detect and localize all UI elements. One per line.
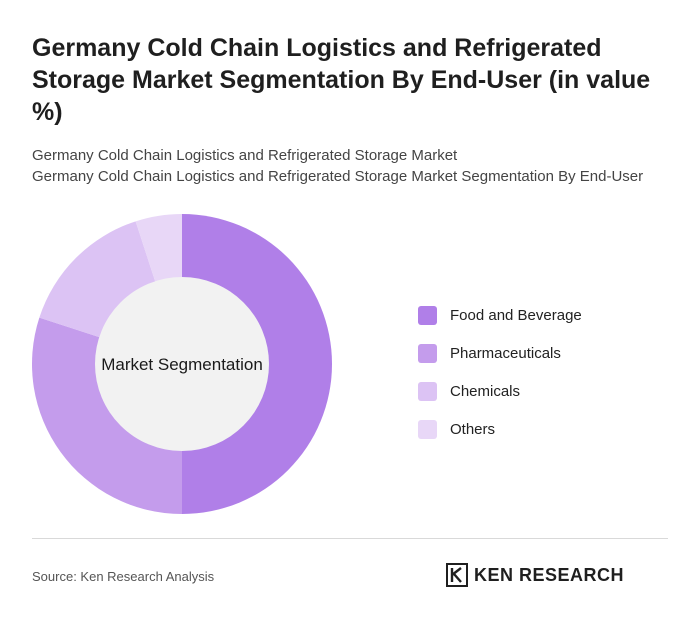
legend-swatch	[418, 343, 437, 363]
source-note: Source: Ken Research Analysis	[32, 569, 215, 584]
donut-center	[95, 277, 269, 451]
donut-chart: Market Segmentation	[31, 214, 332, 514]
donut-center-label: Market Segmentation	[101, 355, 263, 374]
legend-item: Food and Beverage	[418, 296, 582, 334]
subtitle-line-1: Germany Cold Chain Logistics and Refrige…	[32, 147, 458, 164]
ken-research-logo: KEN RESEARCH	[446, 563, 624, 587]
legend-label: Food and Beverage	[450, 306, 582, 324]
legend-item: Pharmaceuticals	[418, 334, 582, 372]
legend-item: Others	[418, 410, 582, 448]
legend-label: Others	[450, 420, 496, 438]
chart-legend: Food and Beverage Pharmaceuticals Chemical…	[418, 296, 582, 448]
chart-subtitle: Germany Cold Chain Logistics and Refrige…	[32, 145, 682, 187]
legend-item: Chemicals	[418, 372, 582, 410]
footer-divider	[32, 538, 668, 539]
legend-swatch	[418, 381, 437, 401]
legend-swatch	[418, 305, 437, 325]
subtitle-line-2: Germany Cold Chain Logistics and Refrige…	[32, 168, 644, 185]
legend-swatch	[418, 419, 437, 439]
ken-logo-icon	[446, 563, 468, 587]
legend-label: Chemicals	[450, 382, 521, 400]
logo-text: KEN RESEARCH	[474, 564, 625, 585]
legend-label: Pharmaceuticals	[450, 344, 561, 362]
chart-title: Germany Cold Chain Logistics and Refrige…	[32, 34, 651, 126]
